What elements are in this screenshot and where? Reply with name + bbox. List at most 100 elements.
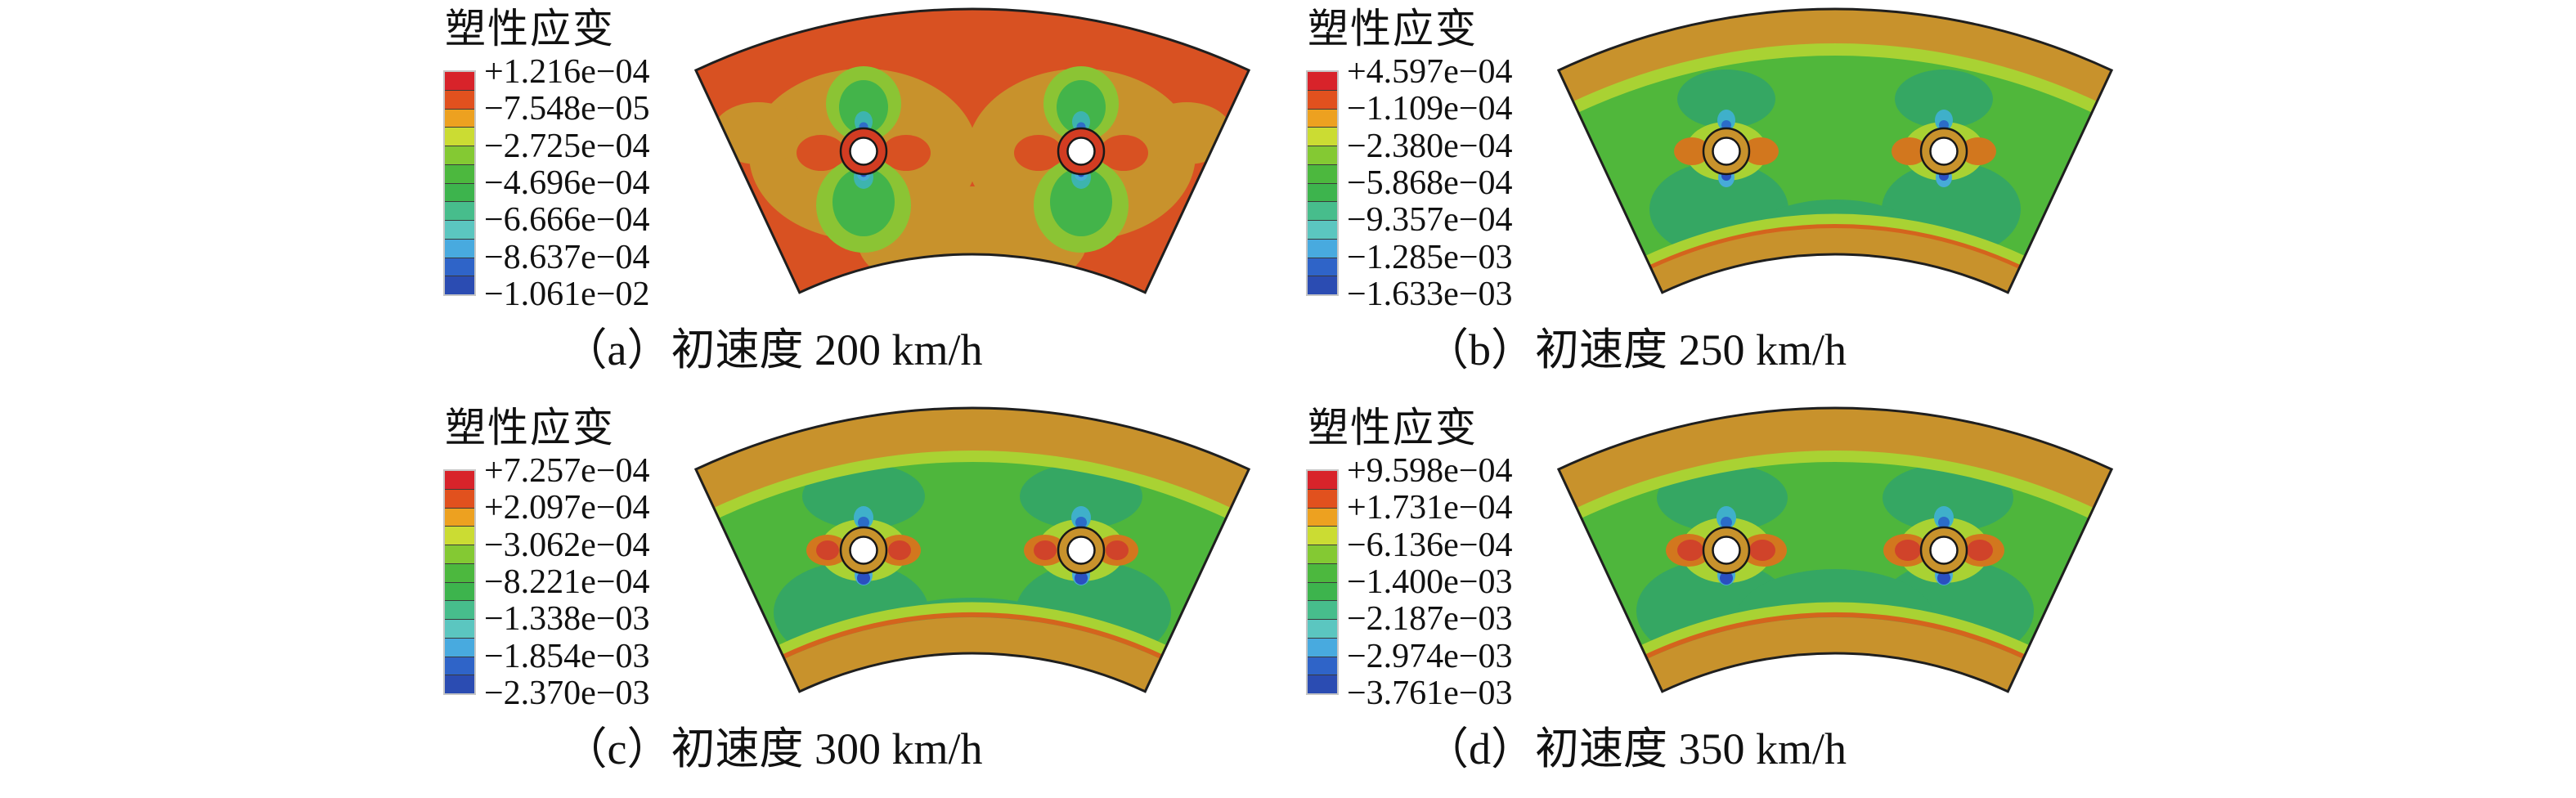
colorbar-segment [1308, 238, 1337, 258]
plot-row-a: 塑性应变 +1.216e−04 −7.548e−05 −2.725e−04 −4.69… [425, 2, 1288, 312]
legend-ticks-a: +1.216e−04 −7.548e−05 −2.725e−04 −4.696e−04… [484, 55, 689, 312]
legend-b: 塑性应变 +4.597e−04 −1.109e−04 −2.380e−04 −5.86… [1306, 6, 1553, 312]
colorbar-segment [1308, 276, 1337, 294]
colorbar-segment [445, 72, 474, 90]
colorbar-b [1306, 70, 1339, 296]
caption-d: （d）初速度 350 km/h [1424, 724, 1847, 773]
colorbar-segment [445, 488, 474, 508]
legend-tick-label: −2.725e−04 [484, 127, 650, 165]
legend-tick-label: −6.136e−04 [1347, 526, 1513, 564]
colorbar-segment [445, 127, 474, 146]
legend-ticks-c: +7.257e−04 +2.097e−04 −3.062e−04 −8.221e−04… [484, 454, 689, 711]
colorbar-d [1306, 469, 1339, 695]
colorbar-segment [1308, 257, 1337, 276]
subplot-d: 塑性应变 +9.598e−04 +1.731e−04 −6.136e−04 −1.40… [1288, 401, 2151, 798]
colorbar-segment [445, 257, 474, 276]
legend-title-a: 塑性应变 [445, 6, 615, 52]
legend-body-c: +7.257e−04 +2.097e−04 −3.062e−04 −8.221e−04… [443, 454, 690, 711]
colorbar-segment [1308, 164, 1337, 183]
legend-tick-label: −8.221e−04 [484, 563, 650, 601]
colorbar-segment [1308, 563, 1337, 582]
colorbar-segment [445, 182, 474, 202]
legend-tick-label: −2.187e−03 [1347, 600, 1513, 639]
legend-tick-label: +1.731e−04 [1347, 489, 1513, 527]
legend-tick-label: −9.357e−04 [1347, 201, 1513, 240]
legend-tick-label: −3.062e−04 [484, 526, 650, 564]
legend-tick-label: −2.974e−03 [1347, 637, 1513, 675]
legend-tick-label: −1.854e−03 [484, 637, 650, 675]
legend-title-b: 塑性应变 [1308, 6, 1478, 52]
colorbar-segment [1308, 127, 1337, 146]
plot-row-c: 塑性应变 +7.257e−04 +2.097e−04 −3.062e−04 −8.22… [425, 401, 1288, 711]
colorbar-segment [445, 276, 474, 294]
colorbar-segment [445, 563, 474, 582]
colorbar-segment [1308, 675, 1337, 693]
legend-tick-label: +9.598e−04 [1347, 452, 1513, 490]
colorbar-segment [1308, 619, 1337, 638]
colorbar-segment [445, 164, 474, 183]
colorbar-segment [445, 637, 474, 657]
contour-plot-c [694, 406, 1250, 693]
legend-d: 塑性应变 +9.598e−04 +1.731e−04 −6.136e−04 −1.40… [1306, 405, 1553, 711]
colorbar-segment [445, 146, 474, 164]
legend-tick-label: −7.548e−05 [484, 90, 650, 128]
colorbar-segment [1308, 471, 1337, 489]
colorbar-segment [445, 238, 474, 258]
subplot-grid: 塑性应变 +1.216e−04 −7.548e−05 −2.725e−04 −4.69… [425, 2, 2151, 798]
figure-plastic-strain-contours: 塑性应变 +1.216e−04 −7.548e−05 −2.725e−04 −4.69… [425, 0, 2151, 798]
legend-tick-label: +1.216e−04 [484, 53, 650, 91]
legend-tick-label: +7.257e−04 [484, 452, 650, 490]
colorbar-segment [1308, 182, 1337, 202]
legend-tick-label: −1.338e−03 [484, 600, 650, 639]
legend-c: 塑性应变 +7.257e−04 +2.097e−04 −3.062e−04 −8.22… [443, 405, 690, 711]
legend-tick-label: −1.109e−04 [1347, 90, 1513, 128]
legend-title-c: 塑性应变 [445, 405, 615, 451]
legend-tick-label: −1.285e−03 [1347, 238, 1513, 276]
legend-ticks-b: +4.597e−04 −1.109e−04 −2.380e−04 −5.868e−04… [1347, 55, 1551, 312]
colorbar-segment [445, 108, 474, 128]
legend-body-d: +9.598e−04 +1.731e−04 −6.136e−04 −1.400e−03… [1306, 454, 1553, 711]
legend-tick-label: −1.061e−02 [484, 276, 650, 313]
legend-a: 塑性应变 +1.216e−04 −7.548e−05 −2.725e−04 −4.69… [443, 6, 690, 312]
colorbar-segment [445, 545, 474, 563]
colorbar-segment [1308, 507, 1337, 527]
legend-tick-label: −5.868e−04 [1347, 164, 1513, 202]
colorbar-segment [445, 471, 474, 489]
colorbar-segment [1308, 146, 1337, 164]
colorbar-segment [1308, 488, 1337, 508]
colorbar-segment [445, 89, 474, 109]
legend-tick-label: −1.400e−03 [1347, 563, 1513, 601]
colorbar-segment [1308, 656, 1337, 675]
colorbar-segment [445, 619, 474, 638]
colorbar-c [443, 469, 476, 695]
colorbar-a [443, 70, 476, 296]
colorbar-segment [445, 201, 474, 220]
caption-a: （a）初速度 200 km/h [563, 325, 983, 374]
contour-plot-d [1557, 406, 2113, 693]
colorbar-segment [1308, 545, 1337, 563]
legend-tick-label: +2.097e−04 [484, 489, 650, 527]
colorbar-segment [1308, 201, 1337, 220]
contour-plot-a [694, 7, 1250, 294]
colorbar-segment [445, 675, 474, 693]
legend-tick-label: −3.761e−03 [1347, 675, 1513, 712]
colorbar-segment [445, 526, 474, 545]
colorbar-segment [445, 600, 474, 619]
plot-row-b: 塑性应变 +4.597e−04 −1.109e−04 −2.380e−04 −5.86… [1288, 2, 2151, 312]
legend-body-b: +4.597e−04 −1.109e−04 −2.380e−04 −5.868e−04… [1306, 55, 1553, 312]
colorbar-segment [445, 507, 474, 527]
legend-tick-label: −6.666e−04 [484, 201, 650, 240]
legend-title-d: 塑性应变 [1308, 405, 1478, 451]
colorbar-segment [1308, 72, 1337, 90]
caption-c: （c）初速度 300 km/h [563, 724, 983, 773]
plot-row-d: 塑性应变 +9.598e−04 +1.731e−04 −6.136e−04 −1.40… [1288, 401, 2151, 711]
legend-tick-label: −8.637e−04 [484, 238, 650, 276]
subplot-a: 塑性应变 +1.216e−04 −7.548e−05 −2.725e−04 −4.69… [425, 2, 1288, 401]
colorbar-segment [1308, 637, 1337, 657]
legend-ticks-d: +9.598e−04 +1.731e−04 −6.136e−04 −1.400e−03… [1347, 454, 1551, 711]
colorbar-segment [1308, 600, 1337, 619]
colorbar-segment [445, 656, 474, 675]
legend-tick-label: −2.370e−03 [484, 675, 650, 712]
legend-tick-label: +4.597e−04 [1347, 53, 1513, 91]
subplot-c: 塑性应变 +7.257e−04 +2.097e−04 −3.062e−04 −8.22… [425, 401, 1288, 798]
